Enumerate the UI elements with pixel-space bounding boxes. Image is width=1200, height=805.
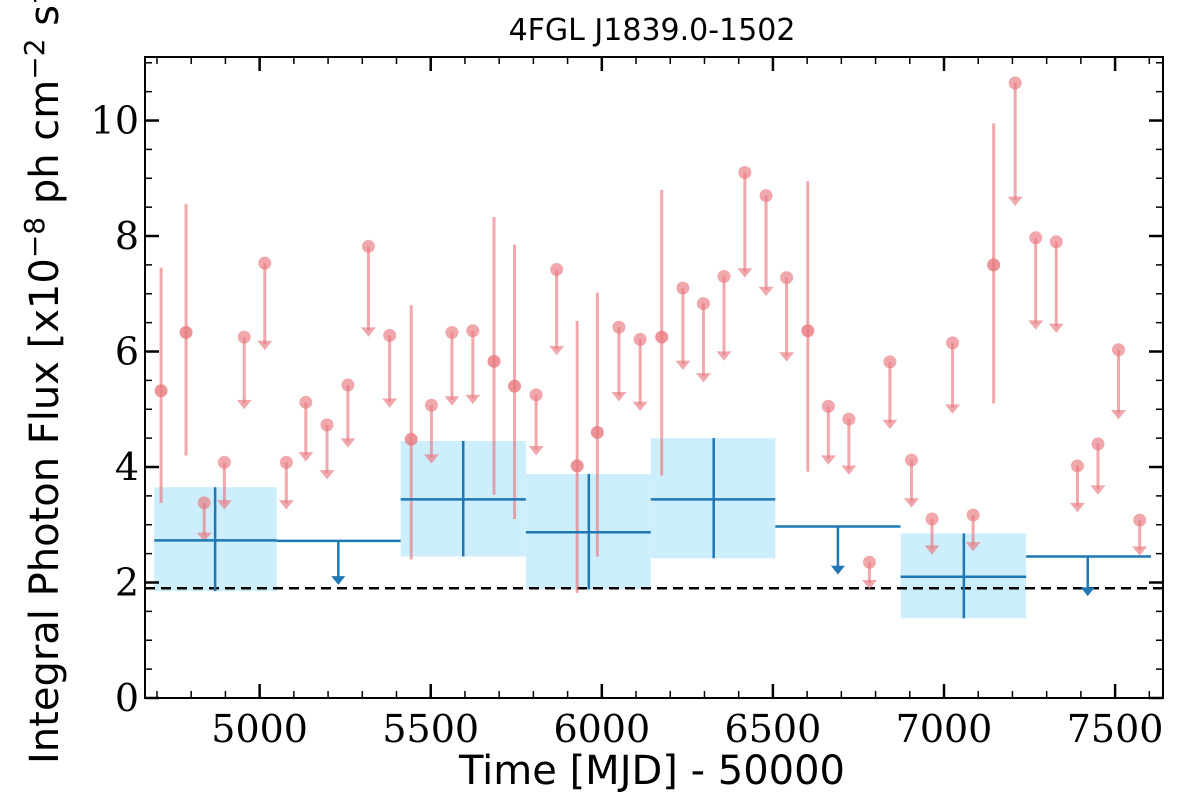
fine-upper-limit-arrow bbox=[1111, 410, 1127, 420]
fine-detection-point bbox=[487, 354, 501, 368]
y-axis-title-exp2: −2 bbox=[18, 38, 51, 79]
fine-detection-point bbox=[179, 325, 193, 339]
chart-title: 4FGL J1839.0-1502 bbox=[509, 13, 796, 48]
fine-upper-limit-arrow bbox=[1090, 485, 1106, 495]
fine-upper-limit-arrow bbox=[737, 268, 753, 278]
y-axis-title-end: s bbox=[22, 5, 68, 39]
fine-detection-point bbox=[655, 330, 669, 344]
y-axis-title: Integral Photon Flux [x10−8 ph cm−2 s−1] bbox=[18, 0, 68, 764]
coarse-upper-limit-arrow bbox=[1080, 587, 1095, 597]
fine-upper-limit-arrow bbox=[465, 394, 481, 405]
fine-upper-limit-arrow bbox=[1069, 502, 1085, 513]
y-tick-label: 0 bbox=[115, 676, 139, 720]
y-tick-label: 6 bbox=[115, 330, 139, 374]
fine-upper-limit-arrow bbox=[444, 396, 460, 406]
y-axis-title-main: Integral Photon Flux [x10 bbox=[22, 258, 68, 764]
fine-detection-point bbox=[590, 425, 604, 439]
x-tick-label: 6500 bbox=[725, 707, 822, 751]
fine-upper-limit-arrow bbox=[758, 286, 774, 297]
x-tick-label: 5500 bbox=[382, 707, 479, 751]
fine-upper-limit-arrow bbox=[319, 470, 335, 480]
fine-detection-point bbox=[801, 324, 815, 338]
x-tick-label: 5000 bbox=[211, 707, 308, 751]
fine-upper-limit-arrow bbox=[924, 545, 940, 555]
fine-detection-point bbox=[987, 258, 1001, 272]
plot-frame bbox=[144, 56, 1164, 699]
coarse-upper-limit-arrow bbox=[331, 576, 346, 585]
fine-upper-limit-arrow bbox=[196, 532, 212, 542]
y-axis-title-exp3: −1 bbox=[18, 0, 51, 5]
y-tick-label: 8 bbox=[115, 214, 139, 258]
fine-upper-limit-arrow bbox=[549, 345, 565, 356]
fine-upper-limit-arrow bbox=[1048, 323, 1064, 334]
fine-upper-limit-arrow bbox=[675, 360, 691, 370]
fine-upper-limit-arrow bbox=[1132, 546, 1148, 556]
fine-upper-limit-arrow bbox=[340, 438, 356, 448]
y-axis-title-mid: ph cm bbox=[22, 80, 68, 217]
fine-upper-limit-arrow bbox=[382, 398, 398, 408]
plot-area: 5000 5500 6000 6500 7000 7500 0 2 4 6 8 10 bbox=[91, 56, 1164, 751]
fine-detection-point bbox=[570, 459, 584, 473]
fine-upper-limit-arrow bbox=[423, 454, 439, 464]
y-axis-title-exp1: −8 bbox=[18, 217, 51, 258]
fine-upper-limit-arrow bbox=[820, 455, 836, 465]
coarse-upper-limit-arrow bbox=[830, 565, 845, 575]
fine-upper-limit-arrow bbox=[945, 404, 961, 414]
fine-upper-limit-arrow bbox=[236, 399, 252, 410]
x-tick-label: 7000 bbox=[896, 707, 993, 751]
fine-upper-limit-arrow bbox=[360, 327, 376, 337]
fine-upper-limit-arrow bbox=[632, 401, 648, 412]
fine-upper-limit-arrow bbox=[716, 351, 732, 361]
fine-upper-limit-arrow bbox=[1007, 196, 1023, 206]
fine-upper-limit-arrow bbox=[278, 500, 294, 510]
fine-upper-limit-arrow bbox=[298, 452, 314, 462]
fine-detection-point bbox=[154, 384, 168, 398]
x-axis-title: Time [MJD] - 50000 bbox=[458, 748, 845, 794]
fine-upper-limit-arrow bbox=[257, 340, 273, 351]
y-tick-label: 4 bbox=[115, 445, 139, 489]
x-tick-label: 6000 bbox=[553, 707, 650, 751]
fine-upper-limit-arrow bbox=[528, 446, 544, 456]
fine-upper-limit-arrow bbox=[779, 352, 795, 362]
fine-upper-limit-arrow bbox=[841, 465, 857, 475]
fine-detection-point bbox=[404, 432, 418, 446]
fine-upper-limit-arrow bbox=[695, 373, 711, 383]
fine-detection-point bbox=[508, 379, 522, 393]
x-tick-label: 7500 bbox=[1067, 707, 1164, 751]
fine-upper-limit-arrow bbox=[903, 498, 919, 508]
y-tick-label: 2 bbox=[115, 561, 139, 605]
fine-upper-limit-arrow bbox=[611, 392, 627, 402]
fine-upper-limit-arrow bbox=[1028, 320, 1044, 330]
y-tick-label: 10 bbox=[91, 99, 139, 143]
fine-upper-limit-arrow bbox=[882, 419, 898, 430]
fine-upper-limit-arrow bbox=[861, 580, 877, 590]
fine-upper-limit-arrow bbox=[965, 542, 981, 552]
fine-upper-limit-arrow bbox=[216, 500, 232, 510]
